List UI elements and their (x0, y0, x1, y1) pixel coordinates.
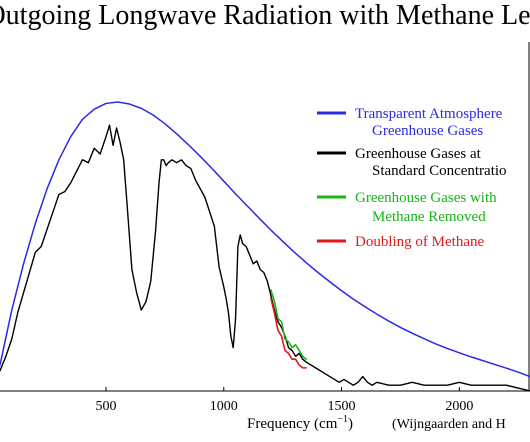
x-axis-label-superscript: −1 (337, 414, 348, 425)
legend: Transparent Atmosphere Greenhouse Gases … (317, 106, 507, 250)
x-axis-label-tail: ) (348, 416, 353, 432)
x-tick-label-1500: 1500 (328, 399, 356, 414)
series-line-standard-concentration (0, 124, 530, 392)
legend-item-transparent-atmosphere: Transparent Atmosphere Greenhouse Gases (317, 106, 503, 139)
legend-label-doubling-methane: Doubling of Methane (355, 234, 484, 250)
series-line-doubling-methane (270, 297, 308, 369)
x-axis-label: Frequency (cm−1) (247, 414, 353, 432)
plot-area: 500 1000 1500 2000 (0, 42, 530, 414)
legend-label-methane-removed: Greenhouse Gases with (355, 190, 497, 206)
x-tick-label-1000: 1000 (210, 399, 238, 414)
series-line-methane-removed (270, 289, 308, 361)
x-axis-label-main: Frequency (cm (247, 416, 338, 432)
x-ticks: 500 1000 1500 2000 (96, 387, 473, 414)
series-lines (0, 101, 530, 392)
legend-label-transparent-atmosphere: Transparent Atmosphere (355, 106, 503, 122)
x-tick-label-2000: 2000 (445, 399, 473, 414)
legend-label-methane-removed-line-2: Methane Removed (372, 209, 486, 225)
x-tick-label-500: 500 (96, 399, 117, 414)
legend-item-standard-concentration: Greenhouse Gases at Standard Concentrati… (317, 146, 507, 179)
chart-title: Outgoing Longwave Radiation with Methane… (0, 0, 530, 31)
legend-item-methane-removed: Greenhouse Gases with Methane Removed (317, 190, 497, 225)
legend-label-standard-concentration: Greenhouse Gases at (355, 146, 482, 162)
legend-label-standard-concentration-line-2: Standard Concentratio (372, 163, 507, 179)
source-attribution: (Wijngaarden and H (392, 417, 506, 432)
legend-label-transparent-atmosphere-line-2: Greenhouse Gases (372, 123, 483, 139)
series-line-transparent-atmosphere (0, 101, 530, 378)
legend-item-doubling-methane: Doubling of Methane (317, 234, 484, 250)
